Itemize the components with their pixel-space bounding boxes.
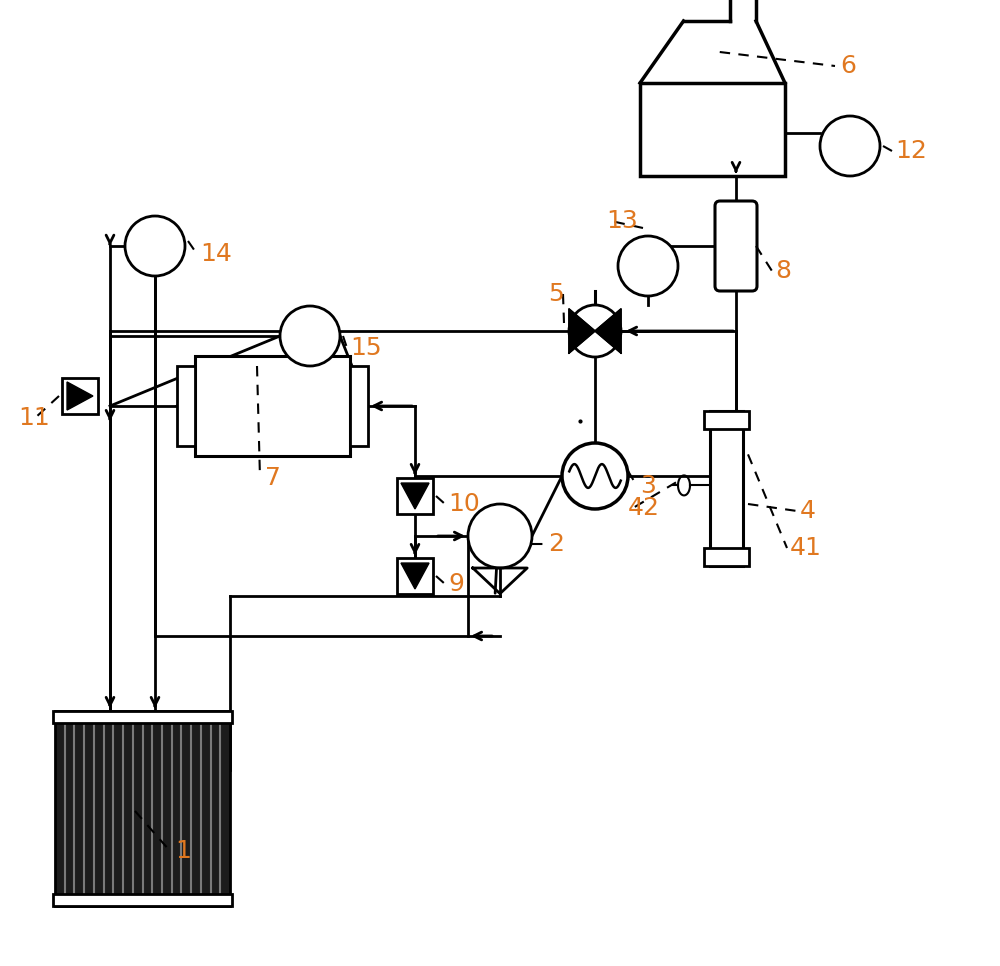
Bar	[55, 711, 230, 906]
Text: 10: 10	[448, 492, 480, 516]
Bar	[397, 558, 433, 594]
Circle shape	[569, 305, 621, 357]
Text: 11: 11	[18, 406, 50, 430]
Text: 7: 7	[265, 466, 281, 490]
Bar	[53, 711, 232, 723]
Text: 41: 41	[790, 536, 822, 560]
Polygon shape	[569, 309, 595, 354]
Bar	[62, 378, 98, 414]
Bar	[704, 548, 749, 566]
Text: 2: 2	[548, 532, 564, 556]
Polygon shape	[595, 309, 621, 354]
Text: 3: 3	[640, 474, 656, 498]
Bar	[177, 366, 195, 446]
Text: 13: 13	[606, 209, 638, 233]
Bar	[397, 478, 433, 514]
Text: 4: 4	[800, 499, 816, 523]
Text: 5: 5	[548, 282, 564, 306]
Text: 9: 9	[448, 572, 464, 596]
Circle shape	[618, 236, 678, 296]
Circle shape	[820, 116, 880, 176]
Text: 1: 1	[175, 839, 191, 863]
Circle shape	[562, 443, 628, 509]
Polygon shape	[401, 563, 429, 589]
Bar	[195, 356, 350, 456]
Circle shape	[125, 216, 185, 276]
Text: 14: 14	[200, 242, 232, 266]
Bar	[53, 894, 232, 906]
Bar	[350, 366, 368, 446]
Text: 12: 12	[895, 139, 927, 163]
Bar	[704, 411, 749, 429]
Text: 42: 42	[628, 496, 660, 520]
Text: 15: 15	[350, 336, 382, 360]
Bar	[640, 83, 785, 176]
Polygon shape	[401, 483, 429, 509]
Circle shape	[280, 306, 340, 366]
Polygon shape	[67, 382, 93, 410]
FancyBboxPatch shape	[715, 201, 757, 291]
Bar	[710, 411, 743, 566]
Circle shape	[468, 504, 532, 568]
Text: 6: 6	[840, 54, 856, 78]
Text: 8: 8	[775, 259, 791, 283]
